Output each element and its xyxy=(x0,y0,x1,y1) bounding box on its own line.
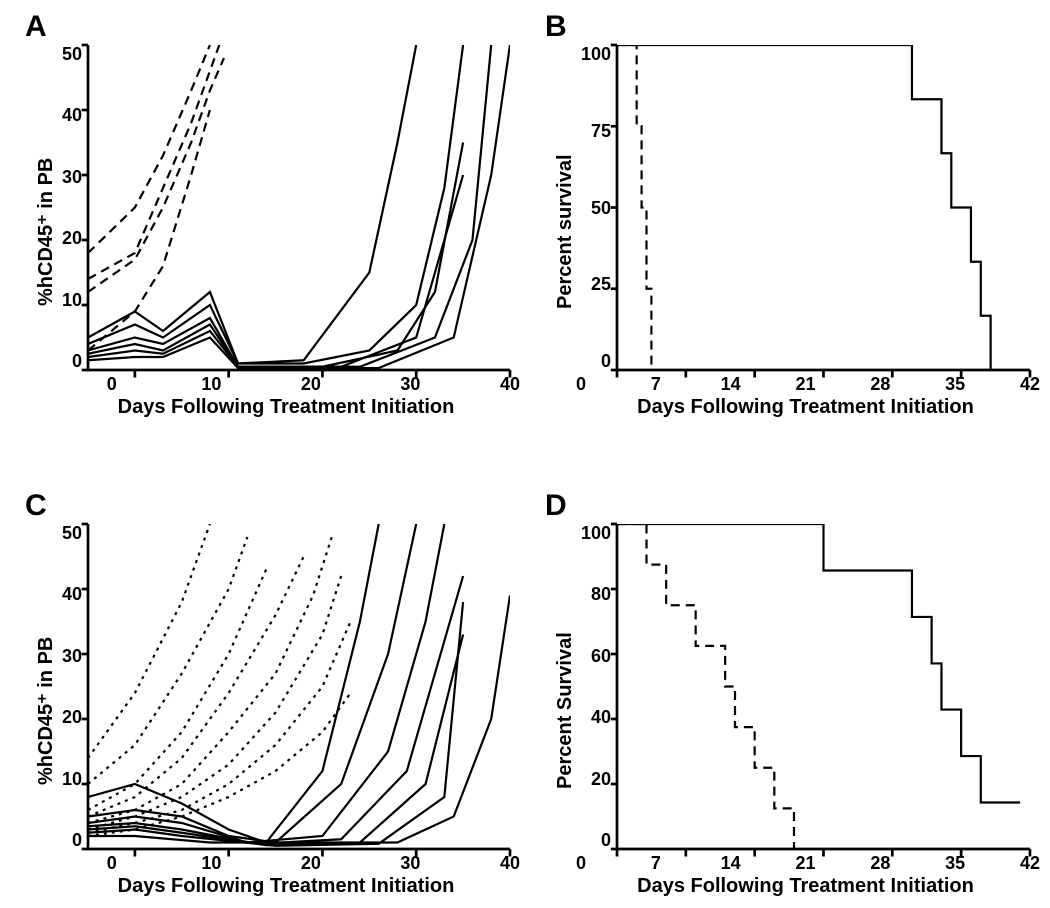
ylabel-A: %hCD45⁺ in PB xyxy=(30,45,62,419)
panel-C: C %hCD45⁺ in PB 50403020100 010203040 Da… xyxy=(20,499,510,898)
xticks-C: 010203040 xyxy=(62,849,510,871)
xticks-D: 071421283542 xyxy=(581,849,1030,871)
panel-label-A: A xyxy=(25,10,47,44)
panel-label-D: D xyxy=(545,489,567,523)
panel-B: B Percent survival 1007550250 0714212835… xyxy=(540,20,1030,419)
xlabel-D: Days Following Treatment Initiation xyxy=(581,875,1030,898)
xticks-B: 071421283542 xyxy=(581,370,1030,392)
plot-A xyxy=(88,45,510,370)
xticks-A: 010203040 xyxy=(62,370,510,392)
ylabel-C: %hCD45⁺ in PB xyxy=(30,524,62,898)
plot-B xyxy=(617,45,1030,370)
xlabel-B: Days Following Treatment Initiation xyxy=(581,396,1030,419)
xlabel-A: Days Following Treatment Initiation xyxy=(62,396,510,419)
figure-grid: A %hCD45⁺ in PB 50403020100 010203040 Da… xyxy=(20,20,1030,898)
ylabel-B: Percent survival xyxy=(550,45,581,419)
panel-D: D Percent Survival 100806040200 07142128… xyxy=(540,499,1030,898)
yticks-A: 50403020100 xyxy=(62,45,88,370)
panel-label-B: B xyxy=(545,10,567,44)
xlabel-C: Days Following Treatment Initiation xyxy=(62,875,510,898)
plot-C xyxy=(88,524,510,849)
ylabel-D: Percent Survival xyxy=(550,524,581,898)
panel-A: A %hCD45⁺ in PB 50403020100 010203040 Da… xyxy=(20,20,510,419)
yticks-D: 100806040200 xyxy=(581,524,617,849)
panel-label-C: C xyxy=(25,489,47,523)
yticks-C: 50403020100 xyxy=(62,524,88,849)
plot-D xyxy=(617,524,1030,849)
